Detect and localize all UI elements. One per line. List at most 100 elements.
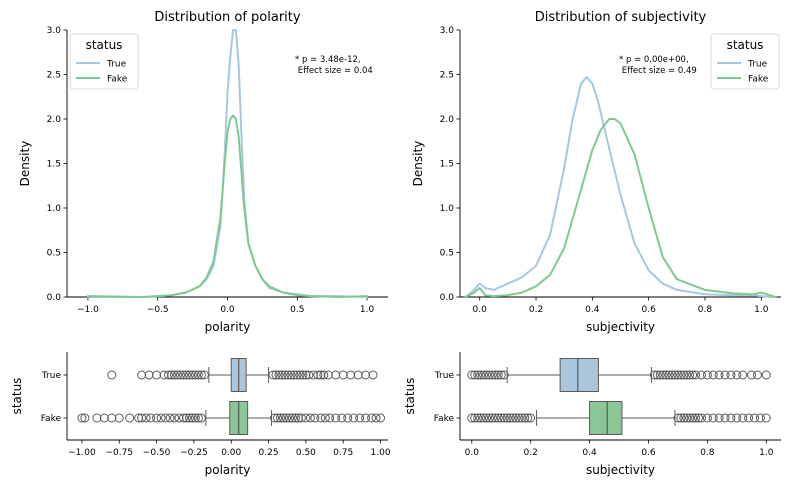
outlier-point (517, 413, 527, 423)
outlier-point (761, 413, 771, 423)
outlier-point (165, 413, 175, 423)
outlier-point (178, 413, 188, 423)
outlier-point (514, 413, 524, 423)
outlier-point (290, 413, 300, 423)
x-tick-label: −0.5 (147, 305, 169, 315)
outlier-point (196, 370, 206, 380)
outlier-point (732, 370, 742, 380)
outlier-point (313, 370, 323, 380)
outlier-point (280, 370, 290, 380)
y-tick-label: 2.5 (440, 71, 454, 81)
outlier-point (190, 370, 200, 380)
x-tick-label: 0.0 (465, 448, 480, 458)
outlier-point (353, 370, 363, 380)
outlier-point (467, 413, 477, 423)
outlier-point (511, 413, 521, 423)
outlier-point (505, 413, 515, 423)
outlier-point (487, 370, 497, 380)
outlier-point (320, 413, 330, 423)
outlier-point (499, 370, 509, 380)
outlier-point (137, 413, 147, 423)
annotation-text: * p = 3.48e-12, (295, 55, 361, 65)
outlier-point (732, 413, 742, 423)
legend-label-fake: Fake (748, 75, 769, 85)
outlier-point (167, 370, 177, 380)
iqr-box (589, 401, 623, 435)
outlier-point (114, 413, 124, 423)
outlier-point (691, 413, 701, 423)
outlier-point (274, 370, 284, 380)
chart-title: Distribution of polarity (154, 10, 300, 25)
outlier-point (708, 413, 718, 423)
outlier-point (367, 413, 377, 423)
outlier-point (337, 413, 347, 423)
y-tick-label: 1.0 (47, 204, 62, 214)
outlier-point (287, 413, 297, 423)
outlier-point (134, 413, 144, 423)
polarity-boxplot-panel: −1.00 −0.75 −0.50 −0.25 0.00 0.25 0.50 0.75 1.00… (10, 352, 391, 477)
outlier-point (371, 413, 381, 423)
outlier-point (196, 413, 206, 423)
outlier-point (141, 413, 151, 423)
outlier-point (184, 370, 194, 380)
y-tick-label: 1.5 (440, 160, 454, 170)
outlier-point (714, 413, 724, 423)
outlier-point (190, 413, 200, 423)
kde-line-fake (86, 114, 369, 298)
outlier-point (169, 413, 179, 423)
x-tick-label: 0.00 (221, 448, 241, 458)
legend-box (69, 33, 139, 90)
outlier-point (271, 370, 281, 380)
y-tick-label: Fake (41, 414, 62, 424)
outlier-point (301, 370, 311, 380)
outlier-point (156, 413, 166, 423)
annotation-text: Effect size = 0.04 (295, 66, 373, 76)
box-true (467, 358, 771, 392)
outlier-point (744, 413, 754, 423)
x-tick-label: 0.6 (641, 448, 656, 458)
outlier-point (301, 413, 311, 423)
outlier-point (107, 370, 117, 380)
outlier-point (714, 370, 724, 380)
outlier-point (289, 370, 299, 380)
outlier-point (270, 413, 280, 423)
outlier-point (720, 370, 730, 380)
x-tick-label: 0.0 (220, 305, 235, 315)
outlier-point (649, 370, 659, 380)
x-tick-label: 0.4 (585, 305, 600, 315)
outlier-point (473, 413, 483, 423)
x-tick-label: −0.75 (105, 448, 133, 458)
outlier-point (484, 370, 494, 380)
y-tick-label: True (434, 371, 455, 381)
outlier-point (752, 370, 762, 380)
outlier-point (319, 370, 329, 380)
outlier-point (152, 370, 162, 380)
outlier-point (181, 413, 191, 423)
outlier-point (164, 370, 174, 380)
x-tick-label: −0.50 (143, 448, 171, 458)
x-tick-label: −1.00 (68, 448, 96, 458)
x-tick-label: 0.4 (582, 448, 597, 458)
legend: status True Fake (69, 33, 139, 90)
outlier-point (107, 413, 117, 423)
box-fake (467, 401, 771, 435)
outlier-point (281, 413, 291, 423)
outlier-point (298, 370, 308, 380)
outlier-point (361, 370, 371, 380)
outlier-point (726, 370, 736, 380)
outlier-point (172, 370, 182, 380)
outlier-point (747, 370, 757, 380)
outlier-point (175, 370, 185, 380)
x-tick-label: 0.8 (700, 448, 715, 458)
outlier-point (696, 413, 706, 423)
outlier-point (702, 413, 712, 423)
outlier-point (479, 370, 489, 380)
y-tick-label: 0.5 (47, 249, 61, 259)
y-tick-label: 0.0 (47, 293, 62, 303)
y-tick-label: 0.0 (440, 293, 455, 303)
outlier-point (490, 413, 500, 423)
outlier-point (310, 413, 320, 423)
outlier-point (293, 413, 303, 423)
outlier-point (161, 413, 171, 423)
